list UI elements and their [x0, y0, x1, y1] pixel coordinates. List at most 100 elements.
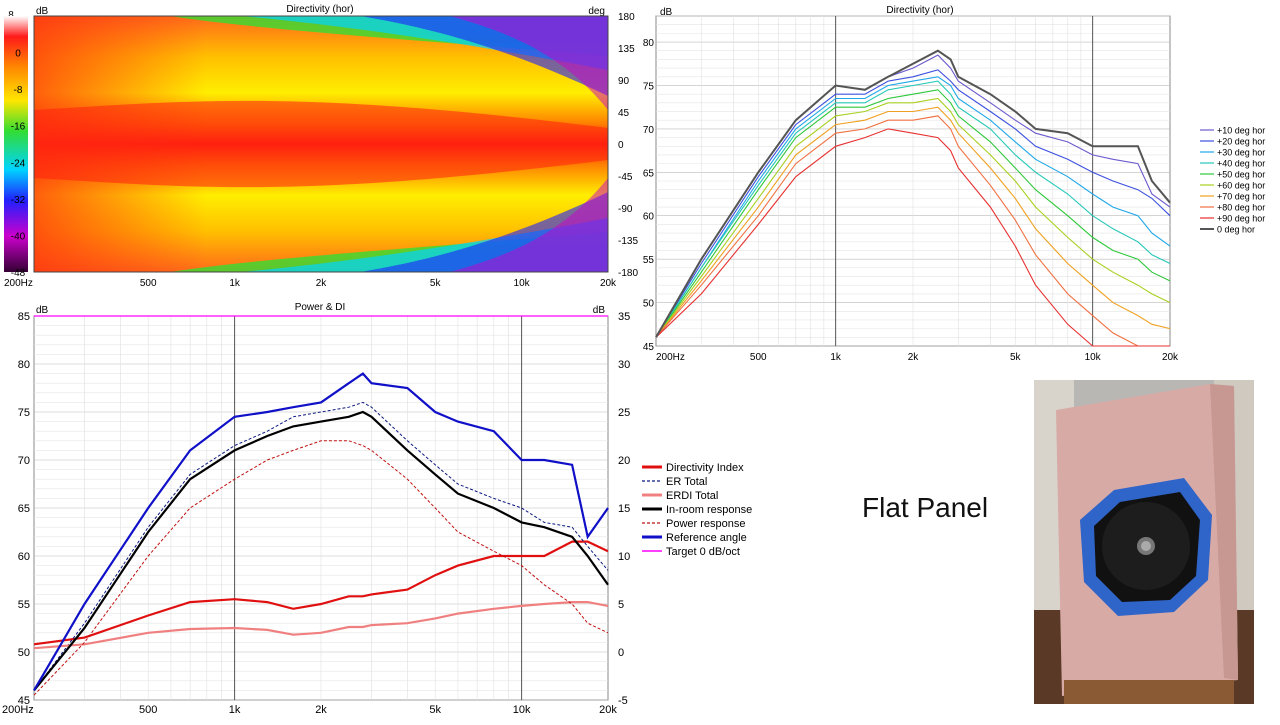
- power-di-y2-tick: 10: [618, 551, 630, 563]
- heatmap-plot-area: [34, 16, 608, 272]
- speaker-photo: [1034, 380, 1254, 704]
- legend-label: Target 0 dB/oct: [666, 546, 740, 558]
- legend-label: +20 deg hor: [1217, 137, 1265, 147]
- heatmap-title: Directivity (hor): [286, 4, 353, 15]
- series-line: [655, 89, 1171, 338]
- series-line: [655, 80, 1171, 338]
- legend-label: ERDI Total: [666, 490, 718, 502]
- directivity-x-tick: 1k: [830, 352, 842, 363]
- power-di-x-tick: 20k: [599, 704, 617, 716]
- legend-label: Power response: [666, 518, 746, 530]
- angle-tick: -90: [618, 204, 633, 215]
- power-di-y2-tick: 30: [618, 359, 630, 371]
- directivity-y-tick: 65: [643, 168, 655, 179]
- power-di-y2-tick: 5: [618, 599, 624, 611]
- legend-label: 0 deg hor: [1217, 225, 1255, 235]
- series-line: [33, 540, 609, 646]
- power-di-x-tick: 200Hz: [2, 704, 34, 716]
- directivity-heatmap-chart: 8 0 -8 -16 -24 -32 -40 -48 dB Directivity (hor…: [0, 0, 640, 296]
- directivity-x-tick: 2k: [908, 352, 920, 363]
- power-di-y-tick: 85: [18, 311, 30, 323]
- legend-label: +50 deg hor: [1217, 170, 1265, 180]
- legend-label: +70 deg hor: [1217, 192, 1265, 202]
- legend-label: +60 deg hor: [1217, 181, 1265, 191]
- colorbar-tick: -32: [11, 195, 26, 206]
- power-di-y2-tick: -5: [618, 695, 628, 707]
- directivity-title: Directivity (hor): [886, 5, 953, 16]
- angle-tick: 90: [618, 76, 630, 87]
- directivity-left-unit: dB: [660, 7, 673, 18]
- angle-tick: 180: [618, 12, 635, 23]
- colorbar-tick: -8: [14, 85, 23, 96]
- legend-label: +30 deg hor: [1217, 148, 1265, 158]
- power-di-y-tick: 70: [18, 455, 30, 467]
- colorbar-tick: -48: [11, 268, 26, 279]
- directivity-y-tick: 55: [643, 255, 655, 266]
- power-di-x-tick: 10k: [513, 704, 531, 716]
- legend-label: +40 deg hor: [1217, 159, 1265, 169]
- directivity-y-tick: 70: [643, 125, 655, 136]
- series-line: [655, 106, 1171, 338]
- legend-label: Reference angle: [666, 532, 747, 544]
- series-line: [33, 601, 609, 650]
- heatmap-x-tick: 1k: [229, 278, 241, 289]
- series-line: [655, 69, 1171, 338]
- series-line: [33, 401, 609, 691]
- series-line: [655, 49, 1171, 338]
- directivity-x-tick: 500: [750, 352, 767, 363]
- power-di-y2-tick: 35: [618, 311, 630, 323]
- colorbar-tick: 0: [15, 49, 21, 60]
- angle-tick: -135: [618, 236, 638, 247]
- power-di-y2-tick: 0: [618, 647, 624, 659]
- power-di-x-tick: 2k: [315, 704, 327, 716]
- heatmap-svg: 8 0 -8 -16 -24 -32 -40 -48 dB Directivity (hor…: [4, 4, 638, 289]
- series-line: [33, 410, 609, 692]
- directivity-x-tick: 200Hz: [656, 352, 685, 363]
- power-di-x-tick: 1k: [229, 704, 241, 716]
- power-di-x-tick: 500: [139, 704, 157, 716]
- directivity-y-tick: 45: [643, 342, 655, 353]
- power-di-left-unit: dB: [36, 305, 49, 316]
- directivity-y-tick: 50: [643, 299, 655, 310]
- series-line: [655, 115, 1170, 347]
- power-di-y2-tick: 15: [618, 503, 630, 515]
- heatmap-x-tick: 10k: [514, 278, 531, 289]
- power-di-title: Power & DI: [295, 302, 346, 313]
- legend-label: Directivity Index: [666, 462, 744, 474]
- angle-tick: 45: [618, 108, 630, 119]
- legend-label: +80 deg hor: [1217, 203, 1265, 213]
- colorbar-tick: -40: [11, 231, 26, 242]
- power-di-chart: dB Power & DI dB 45 50 55 60 65 70 75 80 85 -5 0 5 1…: [0, 296, 770, 720]
- power-di-x-tick: 5k: [429, 704, 441, 716]
- power-di-svg: dB Power & DI dB 45 50 55 60 65 70 75 80 85 -5 0 5 1…: [2, 302, 752, 716]
- angle-tick: 135: [618, 44, 635, 55]
- directivity-x-tick: 20k: [1162, 352, 1179, 363]
- legend-label: In-room response: [666, 504, 752, 516]
- legend-label: +10 deg hor: [1217, 126, 1265, 136]
- series-line: [33, 372, 609, 691]
- legend-label: +90 deg hor: [1217, 214, 1265, 224]
- heatmap-x-tick: 500: [140, 278, 157, 289]
- heatmap-x-tick: 2k: [316, 278, 328, 289]
- power-di-y-tick: 75: [18, 407, 30, 419]
- colorbar: [4, 16, 28, 272]
- series-line: [655, 97, 1171, 338]
- power-di-y-tick: 45: [18, 695, 30, 707]
- directivity-x-tick: 5k: [1010, 352, 1022, 363]
- directivity-y-tick: 80: [643, 38, 655, 49]
- angle-tick: 0: [618, 140, 624, 151]
- directivity-curves-chart: dB Directivity (hor) 45 50 55 60 65 70 75 80 200…: [640, 0, 1280, 372]
- legend-label: ER Total: [666, 476, 707, 488]
- heatmap-contour-band: [450, 178, 608, 272]
- directivity-y-tick: 75: [643, 81, 655, 92]
- power-di-y-tick: 55: [18, 599, 30, 611]
- colorbar-tick: -16: [11, 122, 26, 133]
- angle-tick: -45: [618, 172, 633, 183]
- heatmap-x-tick: 5k: [430, 278, 442, 289]
- heatmap-x-tick: 20k: [600, 278, 617, 289]
- series-line: [655, 128, 1170, 347]
- heatmap-x-tick: 200Hz: [4, 278, 33, 289]
- heatmap-contour-band: [450, 16, 608, 110]
- heatmap-right-unit: deg: [588, 6, 605, 17]
- heatmap-contour-band: [34, 100, 608, 188]
